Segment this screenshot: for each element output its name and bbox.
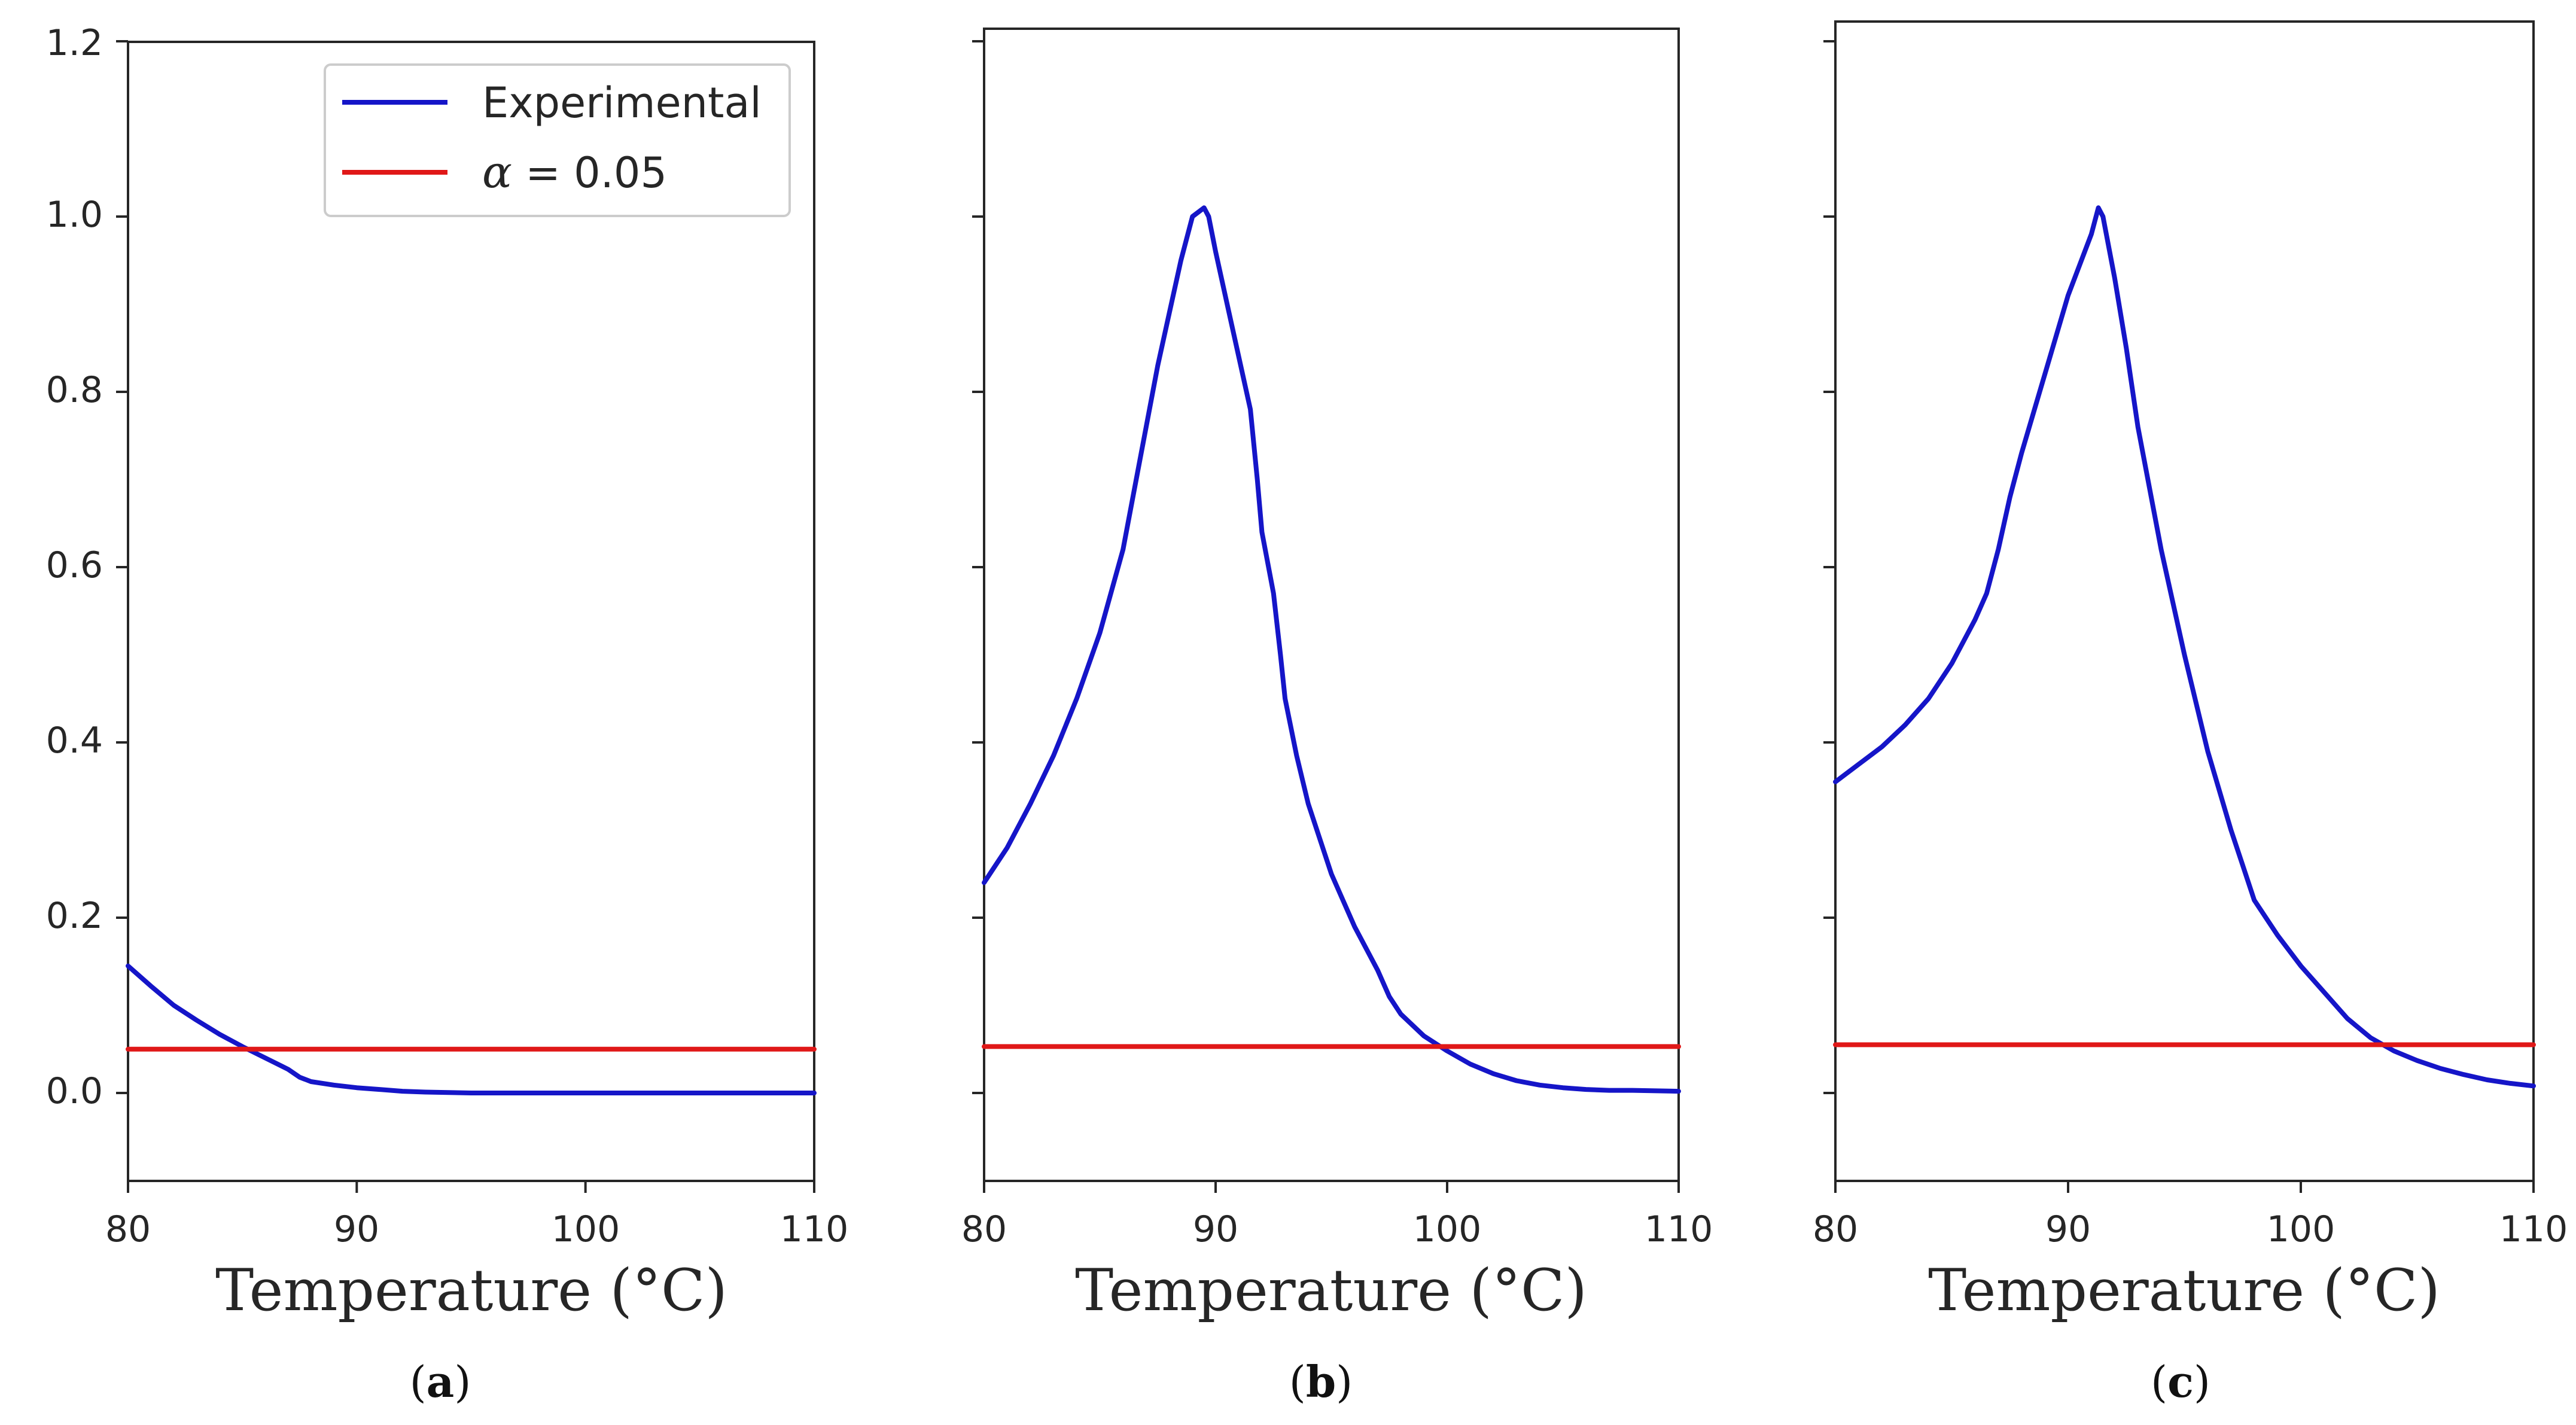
panel-a-x-tick-label: 110	[780, 1208, 849, 1250]
panel-b-x-tick-label: 110	[1645, 1208, 1713, 1250]
panel-a-x-tick-labels: 80 90 100 110	[105, 1208, 848, 1250]
panel-a-y-tick-label: 1.2	[46, 22, 103, 64]
legend-experimental-label: Experimental	[482, 78, 762, 127]
panel-b: 80 90 100 110 Temperature (°C) (b)	[961, 28, 1713, 1407]
panel-b-x-tick-label: 100	[1413, 1208, 1482, 1250]
panel-c-x-axis-label: Temperature (°C)	[1928, 1257, 2440, 1324]
panel-a-y-tick-label: 1.0	[46, 194, 103, 236]
panel-c-x-tick-label: 80	[1813, 1208, 1858, 1250]
panel-a-x-tick-label: 90	[334, 1208, 379, 1250]
panel-b-x-axis-label: Temperature (°C)	[1075, 1257, 1587, 1324]
panel-a-y-tick-label: 0.8	[46, 369, 103, 411]
panel-a-experimental-line	[126, 963, 817, 1095]
panel-c-x-tick-label: 100	[2267, 1208, 2336, 1250]
panel-b-x-tick-label: 80	[961, 1208, 1007, 1250]
panel-a-x-tick-label: 80	[105, 1208, 151, 1250]
panel-c-caption: (c)	[2151, 1356, 2210, 1407]
panel-b-x-tick-labels: 80 90 100 110	[961, 1208, 1713, 1250]
panel-a-y-tick-label: 0.6	[46, 544, 103, 586]
panel-a-caption: (a)	[410, 1356, 471, 1407]
panel-c-x-tick-label: 90	[2045, 1208, 2091, 1250]
panel-c: 80 90 100 110 Temperature (°C) (c)	[1813, 20, 2568, 1407]
panel-a-y-tick-label: 0.4	[46, 720, 103, 762]
panel-c-frame	[1834, 20, 2535, 1182]
panel-a-x-axis-label: Temperature (°C)	[215, 1257, 727, 1324]
panel-a: 80 90 100 110 0.0 0.2 0.4 0.6 0.8 1.0 1.…	[46, 22, 849, 1407]
panel-a-y-tick-label: 0.2	[46, 895, 103, 937]
panel-c-x-tick-labels: 80 90 100 110	[1813, 1208, 2568, 1250]
panel-b-caption: (b)	[1289, 1356, 1353, 1407]
legend: Experimental α = 0.05	[324, 63, 791, 217]
panel-c-x-tick-label: 110	[2499, 1208, 2568, 1250]
panel-a-y-tick-label: 0.0	[46, 1070, 103, 1112]
legend-alpha-label: α = 0.05	[482, 147, 667, 198]
panel-c-experimental-line	[1833, 205, 2536, 1089]
panel-a-y-tick-labels: 0.0 0.2 0.4 0.6 0.8 1.0 1.2	[46, 22, 103, 1112]
panel-b-frame	[983, 28, 1680, 1182]
panel-a-frame	[127, 41, 815, 1182]
panel-a-x-tick-label: 100	[552, 1208, 620, 1250]
panel-b-x-tick-label: 90	[1193, 1208, 1238, 1250]
panel-b-experimental-line	[982, 205, 1681, 1094]
